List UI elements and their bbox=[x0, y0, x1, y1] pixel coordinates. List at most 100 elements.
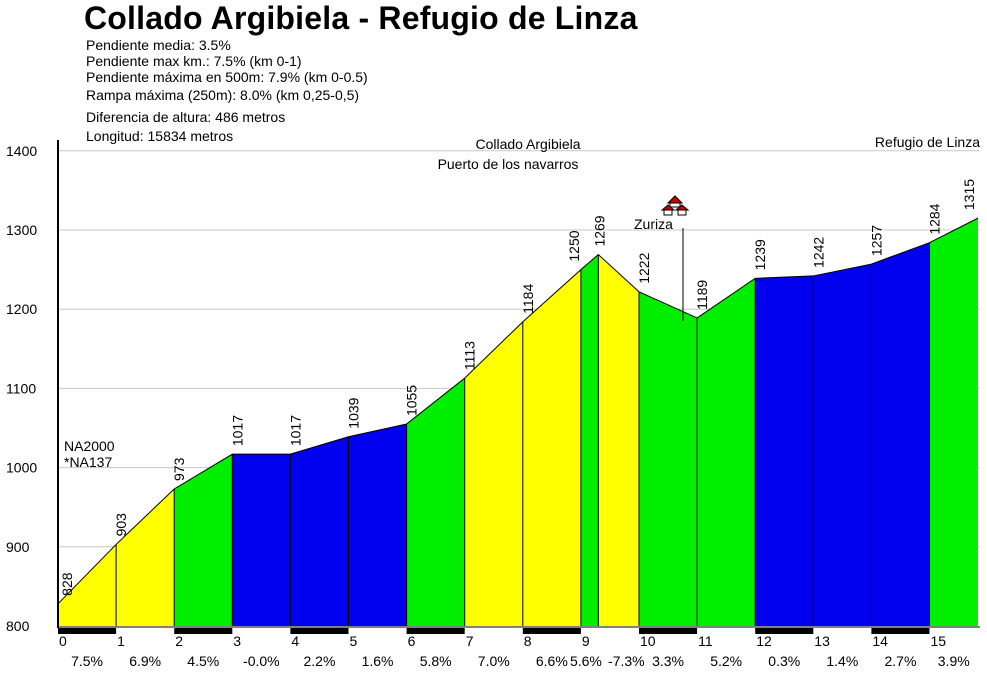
km-scale-bar bbox=[755, 628, 814, 634]
elevation-label: 1250 bbox=[566, 230, 582, 261]
elevation-label: 1222 bbox=[636, 252, 652, 283]
stat-rampa-maxima: Rampa máxima (250m): 8.0% (km 0,25-0,5) bbox=[86, 87, 360, 103]
segment-grade-label: 0.3% bbox=[768, 653, 800, 669]
elevation-label: 1055 bbox=[404, 385, 420, 416]
profile-segment bbox=[697, 278, 756, 626]
elevation-label: 1257 bbox=[868, 225, 884, 256]
page-title: Collado Argibiela - Refugio de Linza bbox=[84, 0, 638, 36]
x-tick-label: 1 bbox=[117, 633, 125, 649]
start-road-alt-label: *NA137 bbox=[64, 454, 112, 470]
profile-segment bbox=[639, 291, 698, 626]
profile-segment bbox=[116, 488, 175, 626]
y-tick-label: 1000 bbox=[6, 460, 37, 476]
pass-name-label: Collado Argibiela bbox=[475, 136, 580, 152]
segment-grade-label: 6.9% bbox=[129, 653, 161, 669]
refuge-roof-top bbox=[666, 195, 684, 204]
km-scale-bar bbox=[174, 628, 233, 634]
y-tick-label: 900 bbox=[6, 539, 30, 555]
x-tick-label: 10 bbox=[640, 633, 656, 649]
profile-segment bbox=[598, 254, 639, 626]
x-tick-label: 0 bbox=[59, 633, 67, 649]
segment-grade-label: 5.2% bbox=[710, 653, 742, 669]
elevation-label: 903 bbox=[113, 513, 129, 537]
elevation-label: 1017 bbox=[287, 415, 303, 446]
segment-grade-label: 7.0% bbox=[478, 653, 510, 669]
y-tick-label: 1300 bbox=[6, 222, 37, 238]
km-scale-bar bbox=[406, 628, 465, 634]
elevation-label: 1269 bbox=[591, 215, 607, 246]
refuge-wall-top bbox=[669, 202, 681, 208]
y-tick-label: 1100 bbox=[6, 380, 36, 396]
village-label: Zuriza bbox=[634, 216, 673, 232]
refuge-wall-left bbox=[663, 209, 673, 216]
km-scale-bar bbox=[871, 628, 930, 634]
profile-segment bbox=[406, 378, 465, 626]
segment-grade-label: 3.3% bbox=[652, 653, 684, 669]
elevation-label: 828 bbox=[59, 572, 75, 596]
axes bbox=[57, 140, 980, 634]
y-tick-label: 1400 bbox=[6, 143, 37, 159]
segment-grade-label: 4.5% bbox=[187, 653, 219, 669]
elevation-label: 1039 bbox=[346, 397, 362, 428]
x-tick-label: 2 bbox=[175, 633, 183, 649]
profile-segment bbox=[755, 275, 814, 626]
elevation-label: 1284 bbox=[927, 203, 943, 234]
x-tick-label: 9 bbox=[582, 633, 590, 649]
stat-pendiente-max-500m: Pendiente máxima en 500m: 7.9% (km 0-0.5… bbox=[86, 69, 368, 85]
segment-grade-label: 2.2% bbox=[303, 653, 335, 669]
segment-grade-label: 3.9% bbox=[938, 653, 970, 669]
profile-areas bbox=[57, 217, 979, 626]
profile-segment bbox=[813, 264, 872, 626]
profile-segment bbox=[871, 242, 930, 626]
stat-longitud: Longitud: 15834 metros bbox=[86, 128, 234, 144]
x-tick-label: 8 bbox=[524, 633, 532, 649]
x-tick-label: 7 bbox=[466, 633, 474, 649]
profile-segment bbox=[232, 454, 291, 626]
profile-segment bbox=[290, 436, 349, 626]
x-tick-label: 3 bbox=[233, 633, 241, 649]
profile-segment bbox=[929, 218, 978, 626]
refuge-wall-right bbox=[677, 209, 687, 216]
elevation-label: 1113 bbox=[462, 341, 478, 370]
profile-segment bbox=[522, 269, 581, 626]
stat-pendiente-max-km: Pendiente max km.: 7.5% (km 0-1) bbox=[86, 53, 302, 69]
y-tick-label: 800 bbox=[6, 618, 30, 634]
x-tick-label: 11 bbox=[698, 633, 713, 649]
x-tick-label: 6 bbox=[408, 633, 416, 649]
segment-grade-label: 5.6% bbox=[570, 653, 602, 669]
elevation-label: 1315 bbox=[961, 179, 977, 210]
profile-segment bbox=[174, 454, 233, 626]
x-tick-label: 12 bbox=[756, 633, 772, 649]
x-tick-label: 4 bbox=[291, 633, 299, 649]
elevation-label: 1184 bbox=[520, 284, 536, 314]
stat-diferencia-altura: Diferencia de altura: 486 metros bbox=[86, 109, 286, 125]
segment-grade-label: 2.7% bbox=[884, 653, 916, 669]
segment-grade-label: 7.5% bbox=[71, 653, 103, 669]
segment-grade-label: 5.8% bbox=[420, 653, 452, 669]
end-name-label: Refugio de Linza bbox=[875, 134, 980, 150]
km-scale-bar bbox=[58, 628, 117, 634]
x-tick-label: 5 bbox=[350, 633, 358, 649]
elevation-label: 1017 bbox=[229, 415, 245, 446]
profile-segment bbox=[348, 424, 407, 626]
elevation-label: 1239 bbox=[752, 239, 768, 270]
elevation-label: 973 bbox=[171, 457, 187, 481]
km-scale-bar bbox=[639, 628, 698, 634]
x-tick-label: 13 bbox=[814, 633, 830, 649]
profile-segment bbox=[58, 544, 117, 626]
stat-pendiente-media: Pendiente media: 3.5% bbox=[86, 37, 231, 53]
segment-grade-label: 6.6% bbox=[536, 653, 568, 669]
x-tick-label: 14 bbox=[872, 633, 888, 649]
y-tick-label: 1200 bbox=[6, 301, 37, 317]
profile-line bbox=[57, 217, 979, 605]
profile-segment bbox=[580, 254, 599, 626]
start-road-label: NA2000 bbox=[64, 438, 115, 454]
x-tick-label: 15 bbox=[931, 633, 947, 649]
elevation-label: 1242 bbox=[810, 237, 826, 268]
segment-grade-label: -0.0% bbox=[243, 653, 280, 669]
pass-alt-name-label: Puerto de los navarros bbox=[438, 156, 579, 172]
km-scale-bar bbox=[290, 628, 349, 634]
segment-grade-label: 1.4% bbox=[826, 653, 858, 669]
